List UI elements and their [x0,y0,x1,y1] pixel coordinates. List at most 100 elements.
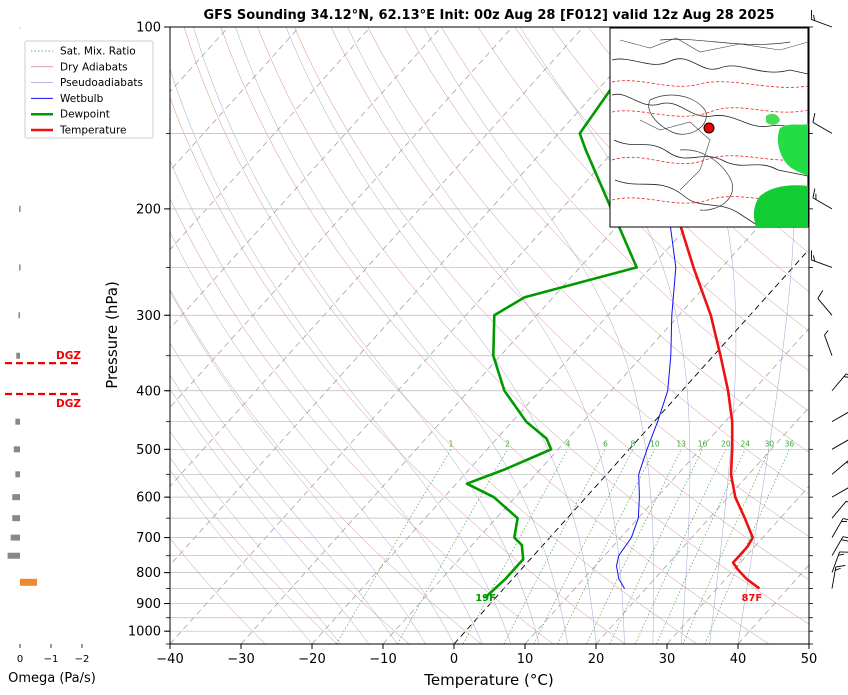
dry-adiabat [477,27,809,372]
mixing-ratio-label: 16 [698,439,708,448]
legend-entry: Sat. Mix. Ratio [60,46,136,58]
dry-adiabat [404,27,809,453]
wind-barb [831,551,848,573]
omega-tick-label: −2 [75,654,90,665]
wind-barb [817,290,833,316]
moist-adiabat [193,27,540,644]
wind-barb-flag [842,518,848,521]
mixing-ratio-label: 20 [721,439,731,448]
wind-barb-flag [812,188,816,198]
x-tick-label: 40 [730,652,747,667]
wind-barb-flag [817,290,824,299]
wind-barb-shaft [831,566,837,589]
omega-bar [15,418,20,425]
x-tick-label: −20 [298,652,325,667]
mixing-ratio-line [656,449,746,644]
isotherm [0,27,15,644]
mixing-ratio-label: 6 [603,439,608,448]
moist-adiabat [170,342,398,644]
wind-barb [812,113,833,134]
map-precip-3 [766,113,780,125]
mixing-ratio-label: 8 [631,439,636,448]
wind-barb [810,9,833,28]
moist-adiabat [170,430,341,644]
wind-barb-flag [846,462,848,464]
inset-map [609,27,809,228]
legend-entry: Wetbulb [60,93,104,105]
x-tick-label: 0 [450,652,458,667]
isotherm [170,27,371,251]
wind-barb [810,250,833,268]
isotherm [170,27,300,172]
y-tick-label: 900 [136,597,161,612]
mixing-ratio-label: 10 [650,439,660,448]
wind-barb-shaft [831,487,848,498]
moist-adiabat [170,231,455,644]
legend-entry: Pseudoadiabats [60,77,143,89]
wind-barb-shaft [812,122,833,134]
profiles [465,27,761,599]
omega-bar [13,446,20,453]
omega-bar [19,264,21,271]
dry-adiabat [170,538,266,644]
wind-barb-flag [838,553,845,556]
y-tick-label: 600 [136,491,161,506]
background-lines [0,27,809,644]
map-border-2 [639,119,711,191]
dry-adiabat [330,27,809,537]
mixing-ratio-line [503,449,606,644]
y-tick-label: 400 [136,384,161,399]
plot-frame [169,26,810,645]
dry-adiabat [170,457,338,644]
mixing-ratio-line [609,449,703,644]
omega-bar [7,552,20,559]
wind-barb [812,188,833,210]
dry-adiabat [170,197,554,644]
map-pressure-contour-1 [659,38,791,45]
wind-barb-shaft [831,501,847,519]
wind-barb-shaft [831,411,848,423]
omega-panel: 0 −1 −2 DGZ DGZ [5,27,90,665]
moist-adiabat [639,27,737,644]
wind-barb [831,518,848,538]
mixing-ratio-line [557,449,656,644]
isotherm [170,27,584,487]
legend-entry: Dewpoint [60,109,110,121]
omega-bar [12,515,20,522]
mixing-ratio-line [336,449,452,644]
isotherm [170,27,513,408]
y-tick-label: 300 [136,309,161,324]
sounding-location-marker [703,122,715,134]
moist-adiabat [519,27,691,644]
map-precip-1 [777,124,808,176]
wind-barb [831,460,848,475]
mixing-ratio-label: 30 [765,439,775,448]
x-tick-label: 20 [588,652,605,667]
wind-barb-flag [813,14,816,21]
wind-barb-shaft [824,334,833,356]
surface-labels: 87F 19F [475,593,762,604]
wind-barb-shaft [811,19,833,28]
mixing-ratio-label: 1 [449,439,454,448]
dry-adiabat [170,288,482,644]
dry-adiabat [808,27,809,28]
omega-bar [10,534,20,541]
omega-bar [19,205,21,212]
mixing-ratio-line [397,449,508,644]
map-height-contour-1 [611,80,808,88]
dry-adiabat [441,27,809,412]
wind-barb [831,500,848,519]
mixing-ratio-label: 4 [566,439,571,448]
dgz-label: DGZ [56,350,81,362]
map-border-1 [619,37,808,53]
isotherm [382,170,809,644]
x-tick-label: −10 [369,652,396,667]
mixing-ratio-label: 36 [785,439,795,448]
moist-adiabat [737,27,795,644]
chart-title: GFS Sounding 34.12°N, 62.13°E Init: 00z … [203,8,774,23]
wind-barb-shaft [831,460,848,475]
mixing-ratio-label: 24 [741,439,751,448]
surface-label: 19F [475,593,496,604]
dry-adiabat [170,96,626,644]
